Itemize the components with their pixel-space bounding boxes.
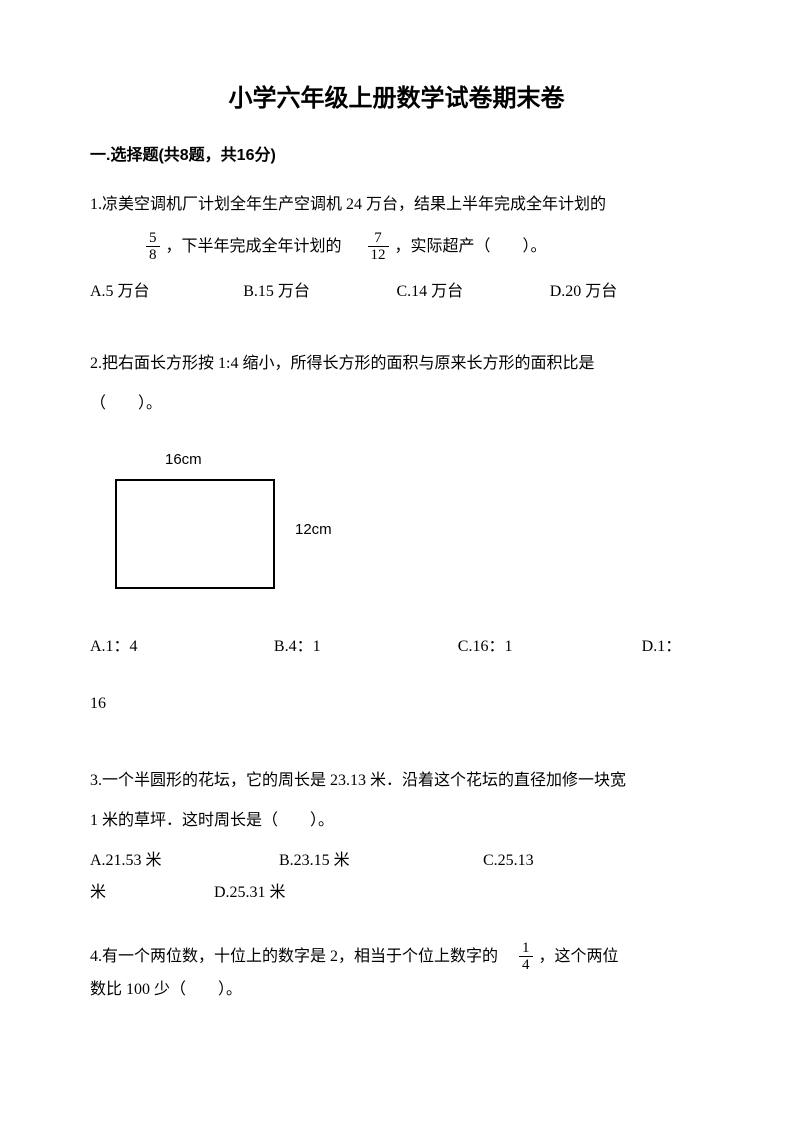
q1-options: A.5 万台 B.15 万台 C.14 万台 D.20 万台 (90, 276, 703, 308)
rectangle-shape (115, 479, 275, 589)
q3-line1: 3.一个半圆形的花坛，它的周长是 23.13 米．沿着这个花坛的直径加修一块宽 (90, 765, 703, 797)
q1-option-c: C.14 万台 (397, 276, 550, 308)
fraction-7-12: 7 12 (368, 230, 389, 264)
q3-option-c-cont: 米 (90, 877, 210, 909)
q4-line1a: 4.有一个两位数，十位上的数字是 2，相当于个位上数字的 (90, 939, 498, 974)
q1-option-a: A.5 万台 (90, 276, 243, 308)
q4-line2: 数比 100 少（ ）。 (90, 974, 703, 1006)
q2-option-d-part2: 16 (90, 688, 703, 720)
q2-line1: 2.把右面长方形按 1:4 缩小，所得长方形的面积与原来长方形的面积比是 (90, 348, 703, 380)
q4-line1: 4.有一个两位数，十位上的数字是 2，相当于个位上数字的 1 4 ，这个两位 (90, 939, 703, 974)
question-4: 4.有一个两位数，十位上的数字是 2，相当于个位上数字的 1 4 ，这个两位 数… (90, 939, 703, 1006)
q2-option-b: B.4：1 (274, 631, 458, 663)
rectangle-diagram: 16cm 12cm (115, 445, 365, 601)
q4-line1b: ，这个两位 (539, 939, 619, 974)
q2-option-a: A.1：4 (90, 631, 274, 663)
q2-options: A.1：4 B.4：1 C.16：1 D.1： (90, 631, 703, 663)
q1-line2: 5 8 ，下半年完成全年计划的 7 12 ，实际超产（ ）。 (90, 229, 703, 264)
q3-option-d: D.25.31 米 (214, 877, 286, 909)
q3-line2: 1 米的草坪．这时周长是（ ）。 (90, 805, 703, 837)
question-3: 3.一个半圆形的花坛，它的周长是 23.13 米．沿着这个花坛的直径加修一块宽 … (90, 765, 703, 909)
rect-width-label: 16cm (165, 445, 365, 475)
section-header: 一.选择题(共8题，共16分) (90, 143, 703, 169)
q3-option-b: B.23.15 米 (279, 845, 479, 877)
question-2: 2.把右面长方形按 1:4 缩小，所得长方形的面积与原来长方形的面积比是 （ ）… (90, 348, 703, 720)
q1-mid1: ，下半年完成全年计划的 (166, 229, 342, 264)
q3-option-a: A.21.53 米 (90, 845, 275, 877)
q2-option-d-part1: D.1： (642, 631, 703, 663)
q1-option-d: D.20 万台 (550, 276, 703, 308)
q2-line2: （ ）。 (90, 388, 703, 420)
q1-line1: 1.凉美空调机厂计划全年生产空调机 24 万台，结果上半年完成全年计划的 (90, 189, 703, 221)
fraction-5-8: 5 8 (146, 230, 160, 264)
rect-height-label: 12cm (295, 515, 332, 545)
fraction-1-4: 1 4 (519, 940, 533, 974)
question-1: 1.凉美空调机厂计划全年生产空调机 24 万台，结果上半年完成全年计划的 5 8… (90, 189, 703, 308)
q1-option-b: B.15 万台 (243, 276, 396, 308)
q1-mid2: ，实际超产（ ）。 (395, 229, 547, 264)
q3-options: A.21.53 米 B.23.15 米 C.25.13 米 D.25.31 米 (90, 845, 703, 909)
q3-option-c: C.25.13 (483, 845, 534, 877)
page-title: 小学六年级上册数学试卷期末卷 (90, 80, 703, 118)
q2-option-c: C.16：1 (458, 631, 642, 663)
